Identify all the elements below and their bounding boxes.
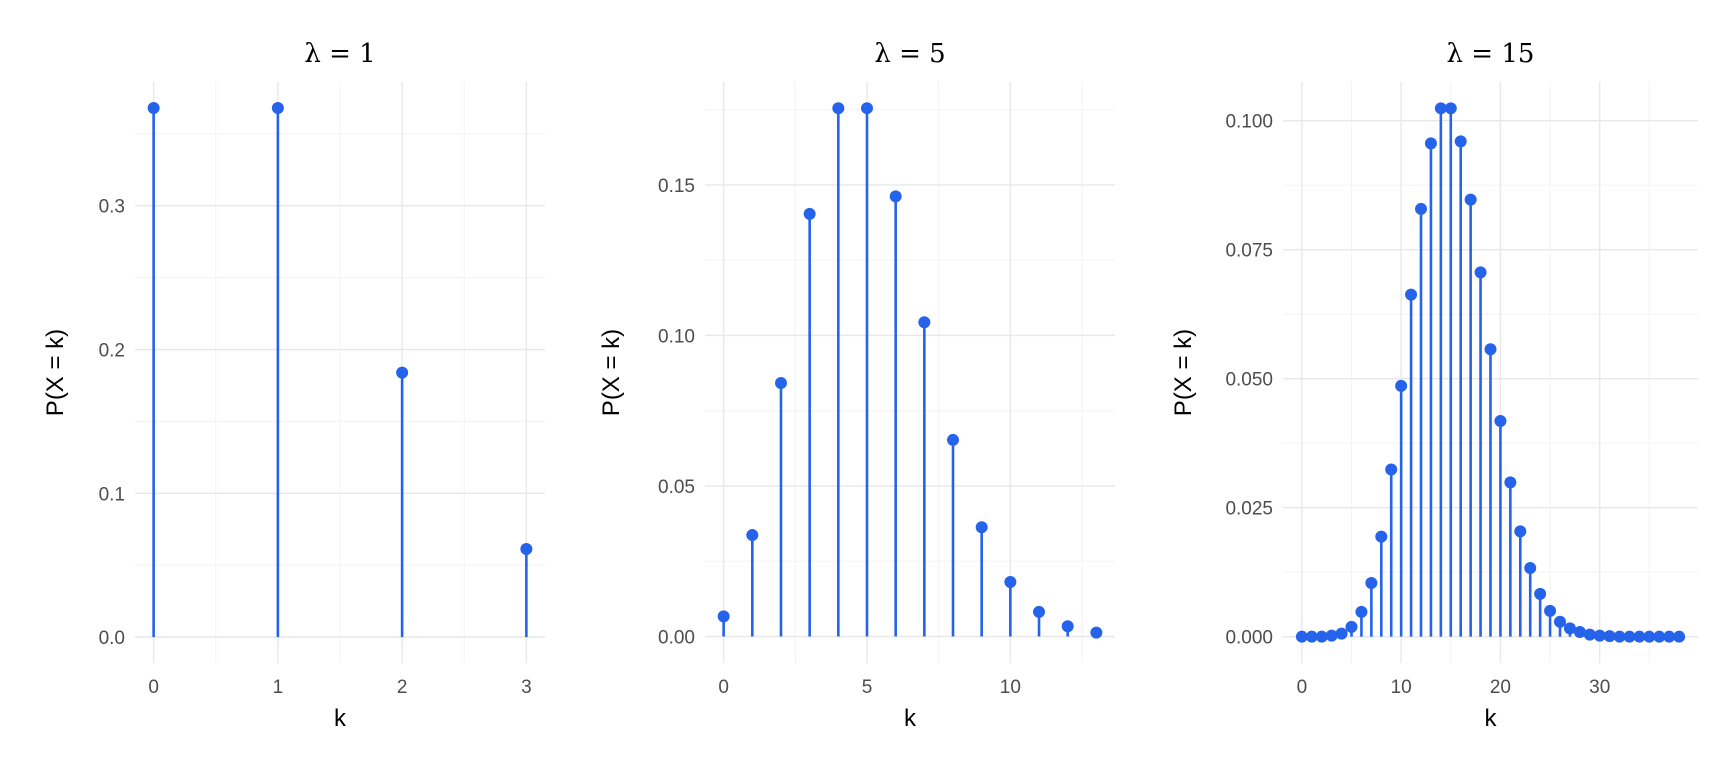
panel-2: 0 5 10 0.00 0.05 0.10 0.15 k P(X = k) λ = 5	[598, 39, 1115, 732]
y-tick-label: 0.2	[99, 340, 125, 361]
x-tick-label: 0	[148, 677, 159, 698]
data-point	[1004, 576, 1017, 589]
data-point	[774, 377, 787, 390]
panel-3: 0 10 20 30 0.000 0.025 0.050 0.075 0.100 k P(X = k…	[1170, 39, 1698, 732]
data-point	[1474, 266, 1487, 279]
data-point	[1305, 630, 1318, 643]
data-point	[1405, 288, 1418, 301]
y-tick-label: 0.10	[658, 326, 695, 347]
y-tick-label: 0.1	[99, 484, 125, 505]
data-point	[1494, 415, 1507, 428]
x-tick-label: 10	[1391, 677, 1412, 698]
data-point	[1434, 102, 1447, 115]
data-point	[1633, 630, 1646, 643]
y-axis-title: P(X = k)	[42, 329, 69, 416]
panel-1: 0 1 2 3 0.0 0.1 0.2 0.3 k P(X = k) λ = 1	[42, 39, 545, 732]
data-point	[918, 316, 931, 329]
data-point	[889, 190, 902, 203]
data-point	[1573, 626, 1586, 639]
panel-title: λ = 1	[304, 39, 375, 69]
x-tick-label: 10	[1000, 677, 1021, 698]
data-point	[271, 102, 284, 115]
x-tick-label: 3	[521, 677, 532, 698]
x-tick-label: 20	[1490, 677, 1511, 698]
data-point	[975, 521, 988, 534]
data-point	[1563, 622, 1576, 635]
data-point	[1395, 379, 1408, 392]
data-point	[1415, 202, 1428, 215]
data-point	[1553, 615, 1566, 628]
panel-title: λ = 5	[874, 39, 945, 69]
y-axis-title: P(X = k)	[598, 329, 625, 416]
x-tick-label: 2	[397, 677, 408, 698]
data-point	[1424, 137, 1437, 150]
data-point	[1603, 630, 1616, 643]
data-point	[1484, 343, 1497, 356]
data-point	[1623, 630, 1636, 643]
y-tick-label: 0.050	[1225, 370, 1273, 391]
y-tick-label: 0.025	[1225, 499, 1273, 520]
data-point	[1673, 630, 1686, 643]
data-point	[1090, 626, 1103, 639]
data-point	[1663, 630, 1676, 643]
data-point	[1033, 605, 1046, 618]
x-axis-title: k	[334, 705, 347, 732]
y-axis-title: P(X = k)	[1170, 329, 1197, 416]
data-point	[947, 433, 960, 446]
data-point	[1375, 530, 1388, 543]
data-point	[1061, 620, 1074, 633]
data-point	[1524, 562, 1537, 575]
data-point	[1514, 525, 1527, 538]
data-point	[1295, 630, 1308, 643]
data-point	[1613, 630, 1626, 643]
data-point	[147, 102, 160, 115]
data-point	[1385, 463, 1398, 476]
data-point	[1345, 620, 1358, 633]
data-point	[1504, 476, 1517, 489]
data-point	[860, 102, 873, 115]
y-tick-label: 0.100	[1225, 112, 1273, 133]
data-point	[717, 610, 730, 623]
x-tick-label: 5	[862, 677, 873, 698]
data-point	[1593, 629, 1606, 642]
x-tick-label: 0	[718, 677, 729, 698]
data-point	[1544, 604, 1557, 617]
y-tick-label: 0.000	[1225, 628, 1273, 649]
data-point	[1355, 605, 1368, 618]
y-tick-label: 0.15	[658, 176, 695, 197]
data-point	[746, 529, 759, 542]
y-tick-label: 0.3	[99, 197, 125, 218]
y-tick-label: 0.00	[658, 628, 695, 649]
data-point	[1315, 630, 1328, 643]
data-point	[1534, 587, 1547, 600]
data-point	[803, 207, 816, 220]
data-point	[1444, 102, 1457, 115]
panel-title: λ = 15	[1447, 39, 1535, 69]
data-point	[1454, 135, 1467, 148]
data-point	[1365, 577, 1378, 590]
data-point	[1643, 630, 1656, 643]
x-axis-title: k	[904, 705, 917, 732]
data-point	[396, 366, 409, 379]
data-point	[1325, 629, 1338, 642]
data-point	[832, 102, 845, 115]
y-tick-label: 0.05	[658, 477, 695, 498]
x-axis-title: k	[1485, 705, 1498, 732]
y-tick-label: 0.075	[1225, 241, 1273, 262]
x-tick-label: 30	[1589, 677, 1610, 698]
data-point	[520, 542, 533, 555]
y-tick-label: 0.0	[99, 628, 125, 649]
x-tick-label: 1	[273, 677, 284, 698]
data-point	[1583, 628, 1596, 641]
data-point	[1464, 193, 1477, 206]
x-tick-label: 0	[1297, 677, 1308, 698]
data-point	[1335, 627, 1348, 640]
data-point	[1653, 630, 1666, 643]
